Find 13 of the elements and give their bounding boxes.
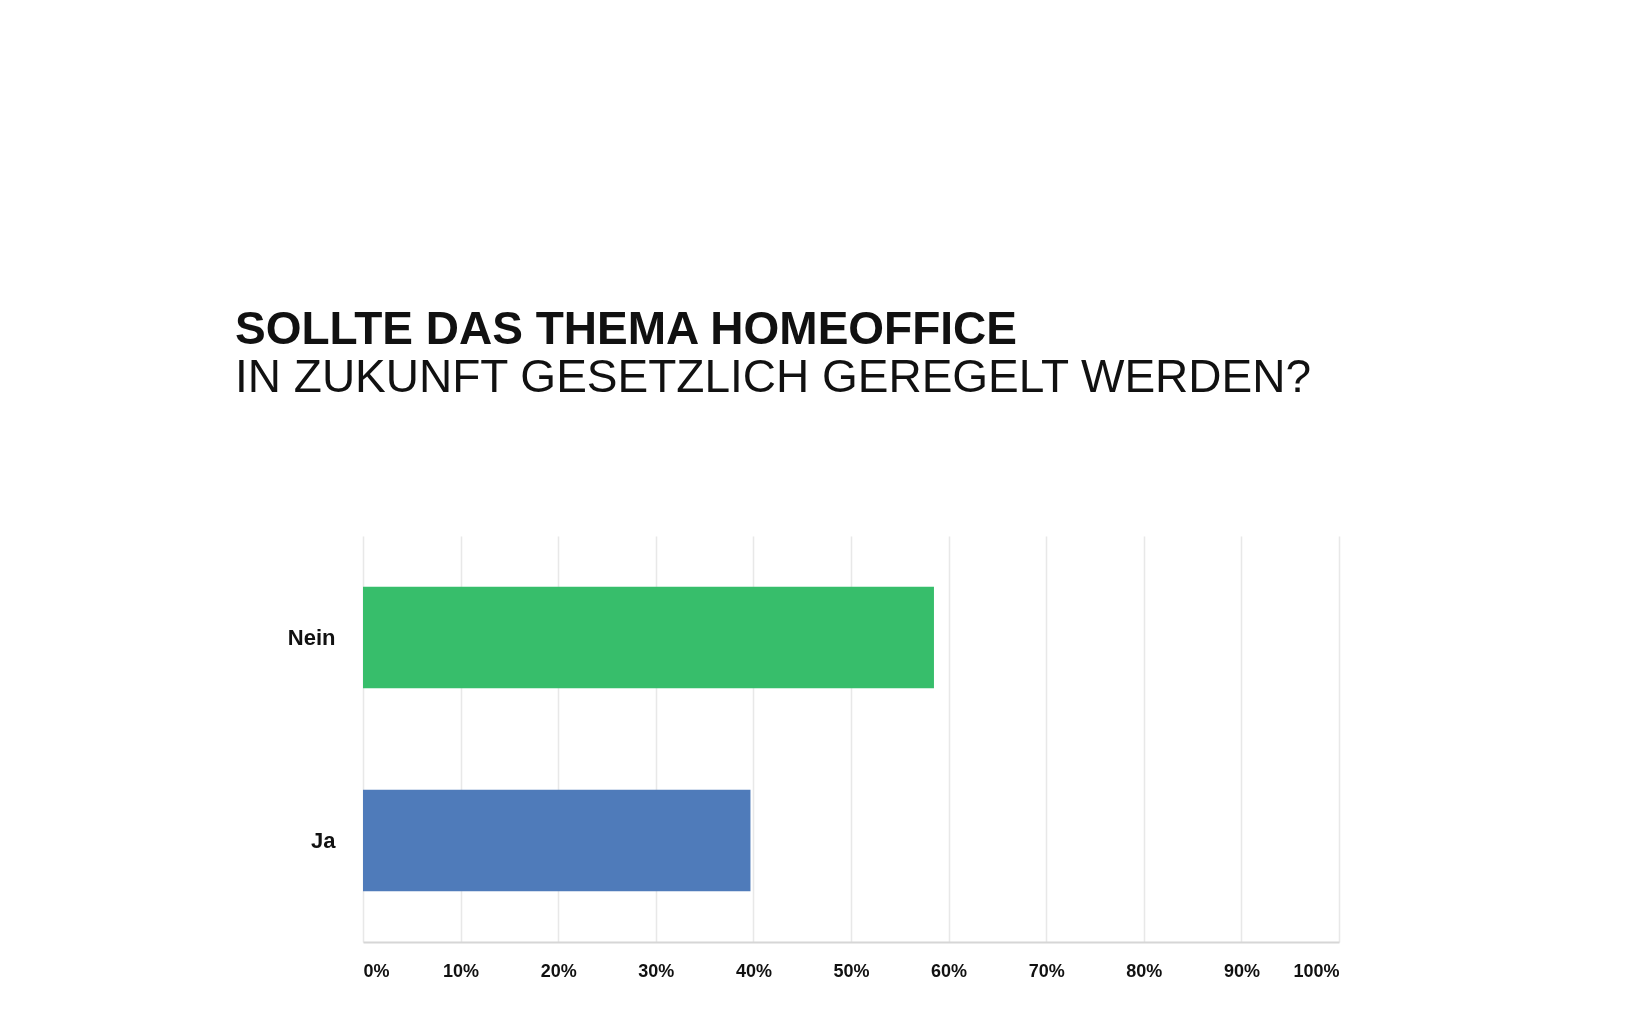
y-tick-label: Nein [287, 624, 336, 650]
x-tick-label: 80% [1126, 960, 1163, 981]
x-tick-label: 90% [1223, 960, 1260, 981]
x-tick-label: 30% [638, 960, 675, 981]
x-tick-label: 10% [443, 960, 480, 981]
x-tick-label: 20% [540, 960, 577, 981]
x-tick-label: 50% [833, 960, 870, 981]
x-tick-label: 100% [1293, 960, 1340, 981]
x-tick-label: 0% [363, 960, 390, 981]
x-tick-label: 40% [735, 960, 772, 981]
x-tick-label: 70% [1028, 960, 1065, 981]
y-tick-label: Ja [311, 827, 337, 853]
x-tick-label: 60% [931, 960, 968, 981]
